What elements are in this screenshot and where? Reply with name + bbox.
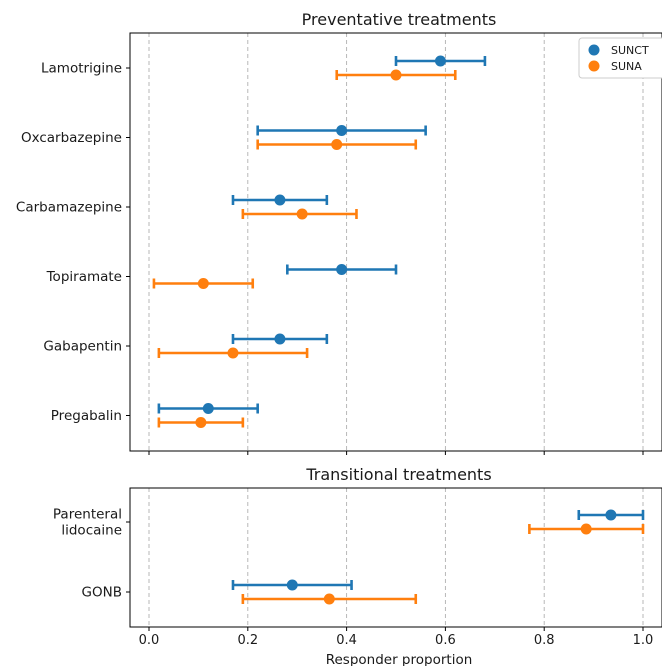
preventative-errorbar-sunct — [157, 403, 259, 414]
preventative-point-sunct — [274, 333, 286, 345]
transitional-point-sunct — [605, 509, 617, 521]
preventative-y-labels: Lamotrigine Oxcarbazepine Carbamazepine Top… — [16, 61, 130, 424]
legend-label-suna: SUNA — [611, 60, 642, 73]
transitional-grid — [148, 488, 644, 631]
preventative-y-tick-label: Lamotrigine — [41, 61, 122, 77]
transitional-errorbar-sunct — [577, 509, 645, 521]
preventative-point-suna — [296, 208, 308, 220]
preventative-point-suna — [227, 347, 239, 359]
preventative-y-tick-label: Gabapentin — [43, 339, 122, 355]
preventative-point-suna — [195, 417, 207, 428]
transitional-title: Transitional treatments — [305, 465, 491, 484]
preventative-errorbar-sunct — [286, 264, 398, 275]
preventative-title: Preventative treatments — [302, 10, 497, 29]
transitional-y-tick-label: lidocaine — [61, 523, 122, 539]
legend-suna-marker — [588, 60, 600, 72]
x-tick-label: 1.0 — [633, 633, 654, 648]
x-axis-ticks: 0.0 0.2 0.4 0.6 0.8 1.0 — [139, 633, 654, 648]
preventative-y-tick-label: Pregabalin — [51, 408, 122, 424]
transitional-errorbar-sunct — [231, 579, 353, 591]
x-tick-label: 0.8 — [534, 633, 555, 648]
preventative-y-tick-label: Carbamazepine — [16, 200, 122, 216]
legend-suncT-marker — [588, 44, 600, 56]
transitional-marks — [231, 509, 645, 605]
transitional-axes-frame — [129, 487, 662, 628]
legend-label-sunct: SUNCT — [611, 44, 649, 57]
preventative-errorbar-sunct — [231, 194, 329, 206]
preventative-errorbar-sunct — [231, 333, 329, 345]
preventative-point-sunct — [202, 403, 214, 414]
transitional-y-tick-label: GONB — [82, 585, 122, 601]
preventative-errorbar-sunct — [256, 125, 427, 136]
preventative-grid — [148, 33, 644, 455]
preventative-marks — [152, 55, 487, 428]
transitional-panel: Transitional treatments Parenterallidoca… — [53, 465, 662, 666]
legend: SUNCT SUNA — [578, 37, 662, 79]
preventative-errorbar-sunct — [394, 55, 487, 67]
x-axis-label: Responder proportion — [326, 652, 473, 666]
preventative-point-suna — [331, 139, 343, 150]
legend-box — [578, 37, 662, 79]
preventative-errorbar-suna — [241, 208, 358, 220]
x-tick-label: 0.0 — [139, 633, 160, 648]
transitional-errorbar-suna — [241, 593, 418, 605]
preventative-y-tick-label: Topiramate — [46, 269, 122, 285]
transitional-point-suna — [323, 593, 335, 605]
preventative-panel: Preventative treatments Lamotrigine Oxcar… — [16, 10, 662, 455]
preventative-errorbar-suna — [335, 69, 457, 81]
preventative-point-sunct — [434, 55, 446, 67]
preventative-point-sunct — [274, 194, 286, 206]
x-tick-label: 0.4 — [336, 633, 357, 648]
preventative-errorbar-suna — [256, 139, 418, 150]
transitional-y-tick-label: Parenteral — [53, 507, 122, 523]
preventative-point-sunct — [336, 264, 348, 275]
preventative-errorbar-suna — [157, 417, 245, 428]
preventative-point-suna — [197, 278, 209, 289]
preventative-point-suna — [390, 69, 402, 81]
preventative-y-tick-label: Oxcarbazepine — [21, 130, 122, 146]
preventative-errorbar-suna — [152, 278, 255, 289]
transitional-point-suna — [580, 523, 592, 535]
preventative-point-sunct — [336, 125, 348, 136]
preventative-errorbar-suna — [157, 347, 309, 359]
preventative-axes-frame — [129, 32, 662, 452]
transitional-errorbar-suna — [528, 523, 645, 535]
transitional-point-sunct — [286, 579, 298, 591]
x-tick-label: 0.6 — [435, 633, 456, 648]
x-tick-label: 0.2 — [237, 633, 258, 648]
